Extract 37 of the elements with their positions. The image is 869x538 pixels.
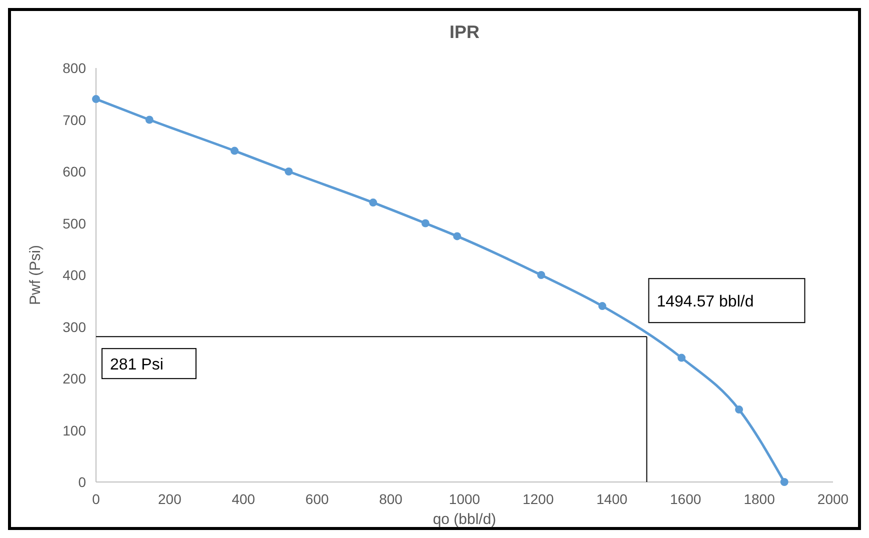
point	[284, 168, 293, 176]
point	[780, 478, 788, 486]
point	[421, 219, 430, 228]
x-tick-label: 600	[305, 491, 329, 507]
y-tick-label: 500	[62, 215, 86, 232]
y-tick-label: 200	[62, 370, 86, 386]
point	[453, 232, 462, 240]
y-tick-label: 700	[62, 112, 86, 128]
y-axis-title: Pwf (Psi)	[27, 244, 44, 305]
x-tick-label: 400	[232, 491, 256, 507]
point	[537, 271, 546, 279]
y-tick-label: 0	[78, 474, 86, 490]
y-tick-label: 600	[62, 164, 86, 180]
point	[369, 198, 378, 207]
x-tick-label: 1200	[522, 491, 554, 507]
x-axis-title: qo (bbl/d)	[432, 511, 496, 528]
ref-line-label: 1494.57 bbl/d	[656, 294, 754, 311]
point	[92, 95, 100, 104]
point	[145, 116, 154, 124]
x-tick-label: 800	[379, 491, 403, 507]
y-tick-label: 300	[62, 318, 86, 335]
y-tick-label: 400	[62, 267, 86, 283]
point	[735, 406, 744, 414]
x-tick-label: 0	[92, 491, 100, 507]
x-tick-label: 1400	[596, 491, 628, 507]
x-tick-label: 1800	[744, 491, 776, 507]
x-tick-label: 1000	[448, 491, 480, 507]
x-tick-label: 200	[158, 491, 182, 507]
chart-title: IPR	[449, 22, 480, 42]
x-tick-label: 2000	[817, 491, 849, 507]
point	[678, 354, 686, 362]
point	[598, 302, 606, 310]
y-tick-label: 100	[62, 422, 86, 438]
point	[230, 146, 239, 155]
y-tick-label: 800	[62, 60, 86, 76]
ref-line-label: 281 Psi	[110, 356, 164, 374]
x-tick-label: 1600	[670, 491, 702, 507]
